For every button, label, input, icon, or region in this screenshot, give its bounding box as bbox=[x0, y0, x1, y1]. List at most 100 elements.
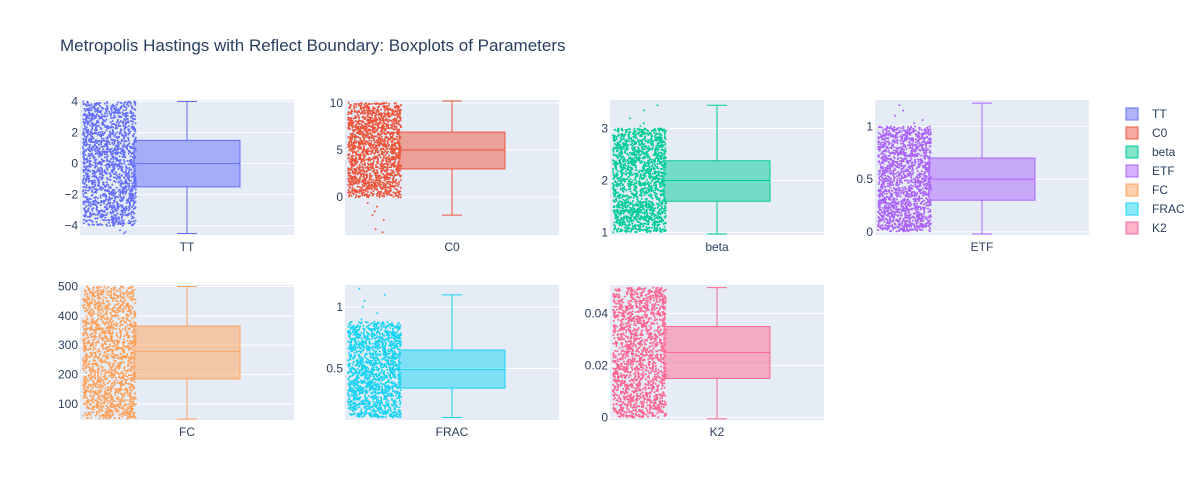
data-point bbox=[634, 136, 637, 139]
data-point bbox=[623, 137, 625, 140]
data-point bbox=[634, 150, 637, 153]
data-point bbox=[117, 216, 120, 219]
data-point bbox=[353, 110, 356, 113]
data-point bbox=[878, 171, 881, 174]
data-point bbox=[655, 195, 657, 197]
data-point bbox=[643, 172, 646, 175]
data-point bbox=[385, 119, 388, 122]
data-point bbox=[120, 209, 123, 212]
data-point bbox=[619, 230, 622, 233]
data-point bbox=[112, 169, 115, 172]
data-point bbox=[650, 226, 653, 229]
outlier-point bbox=[374, 228, 377, 231]
data-point bbox=[663, 230, 666, 233]
data-point bbox=[373, 128, 375, 131]
data-point bbox=[655, 171, 658, 174]
data-point bbox=[85, 141, 88, 144]
data-point bbox=[96, 121, 98, 124]
data-point bbox=[625, 170, 627, 173]
data-point bbox=[93, 106, 96, 108]
data-point bbox=[650, 216, 653, 219]
data-point bbox=[929, 227, 932, 230]
data-point bbox=[372, 135, 375, 138]
data-point bbox=[643, 228, 646, 231]
data-point bbox=[648, 158, 651, 161]
data-point bbox=[116, 212, 119, 215]
data-point bbox=[105, 153, 108, 156]
data-point bbox=[632, 179, 635, 182]
data-point bbox=[381, 150, 384, 153]
data-point bbox=[659, 193, 662, 196]
data-point bbox=[657, 178, 660, 181]
data-point bbox=[105, 203, 108, 206]
data-point bbox=[627, 175, 630, 178]
data-point bbox=[359, 195, 362, 198]
data-point bbox=[121, 147, 124, 150]
data-point bbox=[900, 127, 903, 130]
data-point bbox=[654, 159, 657, 162]
x-category-label: C0 bbox=[444, 240, 460, 254]
data-point bbox=[376, 161, 379, 164]
data-point bbox=[94, 110, 97, 113]
data-point bbox=[92, 207, 95, 210]
data-point bbox=[352, 179, 355, 182]
data-point bbox=[650, 214, 653, 217]
data-point bbox=[116, 109, 119, 112]
data-point bbox=[633, 185, 636, 188]
data-point bbox=[368, 149, 370, 152]
data-point bbox=[632, 196, 635, 199]
data-point bbox=[398, 113, 401, 115]
data-point bbox=[114, 127, 117, 130]
data-point bbox=[655, 177, 658, 180]
data-point bbox=[119, 195, 122, 198]
data-point bbox=[654, 152, 657, 155]
data-point bbox=[88, 188, 91, 191]
data-point bbox=[399, 104, 402, 107]
data-point bbox=[375, 169, 378, 172]
data-point bbox=[612, 150, 615, 153]
data-point bbox=[94, 162, 97, 165]
data-point bbox=[383, 163, 386, 165]
data-point bbox=[89, 130, 92, 133]
data-point bbox=[636, 138, 639, 141]
data-point bbox=[661, 199, 664, 202]
data-point bbox=[647, 219, 650, 222]
data-point bbox=[88, 121, 91, 124]
data-point bbox=[382, 115, 385, 118]
data-point bbox=[117, 181, 120, 184]
data-point bbox=[390, 119, 393, 122]
data-point bbox=[639, 175, 642, 178]
data-point bbox=[378, 196, 381, 199]
data-point bbox=[645, 190, 648, 192]
data-point bbox=[628, 128, 631, 131]
data-point bbox=[649, 212, 651, 215]
data-point bbox=[124, 182, 127, 184]
data-point bbox=[98, 117, 101, 120]
data-point bbox=[119, 159, 122, 162]
data-point bbox=[348, 140, 351, 143]
data-point bbox=[367, 147, 370, 150]
data-point bbox=[95, 207, 98, 210]
data-point bbox=[612, 148, 615, 151]
data-point bbox=[373, 157, 376, 160]
data-point bbox=[85, 175, 88, 178]
data-point bbox=[112, 190, 115, 193]
data-point bbox=[645, 129, 648, 132]
data-point bbox=[367, 122, 370, 125]
data-point bbox=[85, 211, 88, 214]
data-point bbox=[359, 107, 362, 109]
data-point bbox=[111, 197, 114, 200]
data-point bbox=[645, 153, 648, 156]
data-point bbox=[122, 120, 125, 123]
data-point bbox=[388, 119, 391, 122]
data-point bbox=[615, 163, 618, 166]
data-point bbox=[915, 222, 918, 225]
data-point bbox=[648, 147, 651, 150]
data-point bbox=[367, 132, 370, 135]
data-point bbox=[100, 188, 103, 191]
data-point bbox=[356, 166, 359, 169]
data-point bbox=[371, 112, 374, 114]
data-point bbox=[625, 209, 628, 212]
